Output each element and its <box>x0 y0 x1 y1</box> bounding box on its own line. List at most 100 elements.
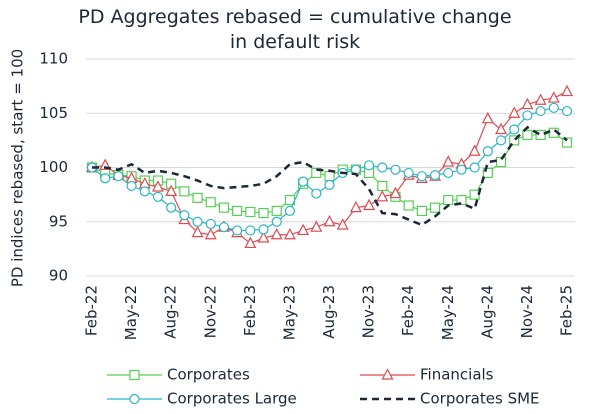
data-point <box>377 180 388 192</box>
data-point <box>126 180 137 192</box>
legend-marker <box>381 368 394 380</box>
data-point <box>416 205 427 216</box>
data-point <box>561 137 573 148</box>
y-tick-label: 90 <box>49 267 68 285</box>
data-point <box>244 236 257 249</box>
x-tick-label: Feb-24 <box>399 285 417 336</box>
data-point <box>509 135 520 146</box>
data-point <box>151 180 164 192</box>
x-tick-label: May-24 <box>439 285 457 340</box>
data-point <box>403 200 414 211</box>
data-point <box>284 205 296 216</box>
data-point <box>349 200 362 213</box>
data-point <box>298 176 309 187</box>
data-point <box>363 160 375 171</box>
data-point <box>548 102 559 113</box>
series-line <box>91 107 568 232</box>
series-line <box>92 125 568 227</box>
data-point <box>258 207 269 219</box>
data-point <box>179 186 190 197</box>
data-point <box>258 224 269 235</box>
x-tick-label: Aug-22 <box>162 285 180 339</box>
data-point <box>469 162 480 173</box>
data-point <box>311 167 322 179</box>
data-point <box>179 210 190 221</box>
legend-label: Corporates SME <box>420 390 540 408</box>
data-point <box>443 194 454 206</box>
data-point <box>323 214 336 227</box>
data-point <box>336 218 349 230</box>
data-point <box>271 205 282 216</box>
data-point <box>495 135 507 146</box>
x-tick-label: Feb-23 <box>241 285 259 336</box>
data-point <box>152 191 164 202</box>
data-point <box>443 167 454 179</box>
data-point <box>311 188 322 199</box>
data-point <box>245 206 256 218</box>
data-point <box>495 122 508 135</box>
legend-marker <box>129 393 140 405</box>
data-point <box>376 190 389 202</box>
data-point <box>482 167 493 179</box>
y-tick-label: 110 <box>39 50 68 68</box>
data-point <box>271 216 282 227</box>
data-point <box>534 93 547 105</box>
data-point <box>482 146 493 157</box>
data-point <box>416 171 427 182</box>
data-point <box>165 184 178 196</box>
data-point <box>468 144 481 156</box>
x-tick-label: Nov-23 <box>360 285 378 338</box>
data-point <box>205 197 216 208</box>
data-point <box>389 186 402 199</box>
y-tick-label: 95 <box>49 212 68 230</box>
legend-label: Financials <box>420 366 494 384</box>
x-tick-label: Aug-24 <box>478 285 496 339</box>
data-point <box>191 225 204 238</box>
data-point <box>270 227 283 240</box>
x-tick-label: May-22 <box>122 285 140 340</box>
data-point <box>324 171 335 182</box>
data-point <box>377 162 388 173</box>
data-point <box>218 202 230 213</box>
x-tick-label: Nov-22 <box>201 285 219 338</box>
data-point <box>522 129 533 141</box>
data-point <box>561 105 573 117</box>
y-axis-label: PD indices rebased, start = 100 <box>9 49 27 287</box>
data-point <box>521 97 534 110</box>
legend-label: Corporates Large <box>167 390 297 408</box>
chart-title: PD Aggregates rebased = cumulative chang… <box>78 6 512 53</box>
y-tick-label: 105 <box>39 104 68 122</box>
legend-marker <box>129 369 140 381</box>
data-point <box>324 179 335 190</box>
data-point <box>283 227 296 240</box>
data-point <box>522 110 533 121</box>
data-point <box>481 111 494 124</box>
data-point <box>456 194 467 206</box>
x-tick-label: Feb-25 <box>558 285 576 336</box>
data-point <box>113 171 124 182</box>
data-point <box>245 225 256 236</box>
data-point <box>232 205 243 216</box>
data-point <box>192 216 203 227</box>
data-point <box>166 202 177 213</box>
data-point <box>100 173 111 184</box>
data-point <box>390 164 401 175</box>
x-tick-label: May-23 <box>280 285 298 340</box>
data-point <box>535 105 546 117</box>
data-point <box>508 106 521 118</box>
legend-label: Corporates <box>167 366 250 384</box>
data-point <box>456 164 467 175</box>
data-point <box>469 189 480 200</box>
data-point <box>547 91 560 103</box>
x-tick-label: Feb-22 <box>83 285 101 336</box>
data-point <box>139 186 150 197</box>
y-tick-label: 100 <box>39 158 68 176</box>
data-point <box>429 169 441 181</box>
data-point <box>429 202 441 213</box>
data-point <box>535 129 546 141</box>
data-point <box>232 225 243 236</box>
data-point <box>297 223 310 236</box>
data-point <box>403 167 414 179</box>
